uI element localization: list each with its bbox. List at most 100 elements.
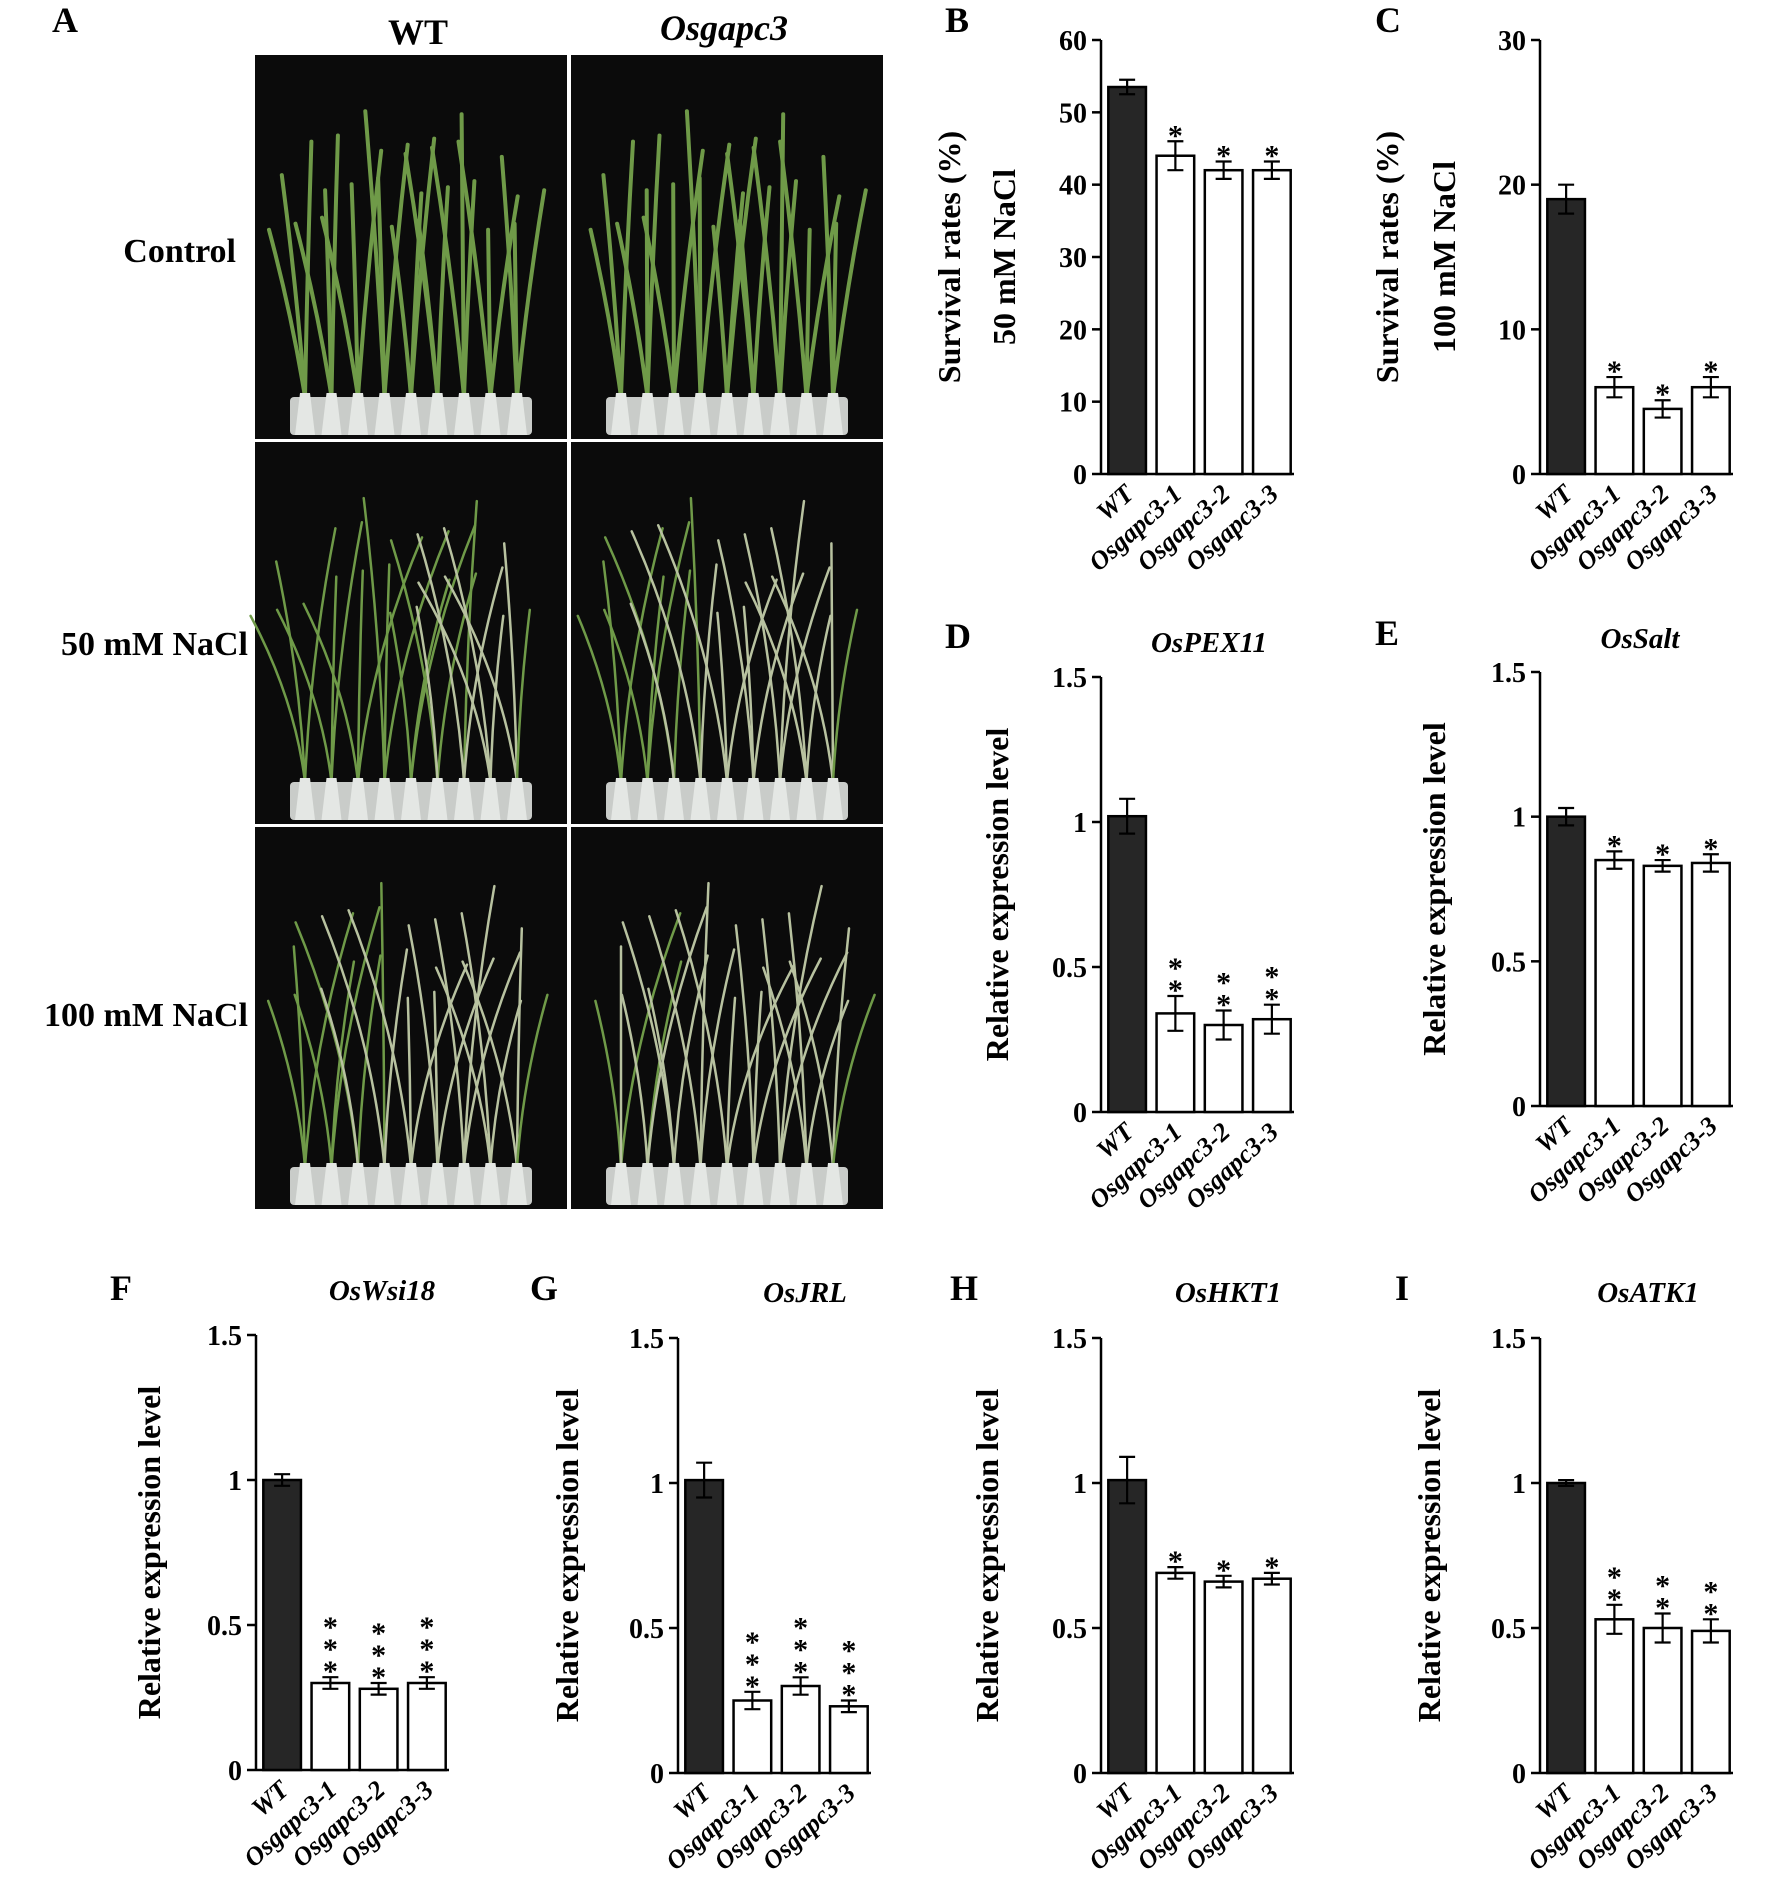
significance-star-f-4: *: [419, 1655, 434, 1688]
chart-title-g: OsJRL: [763, 1277, 847, 1309]
y-axis-label-i: Relative expression level: [1411, 1389, 1447, 1723]
y-tick-label: 0: [1073, 1759, 1087, 1790]
error-bar-b-3: [1215, 160, 1232, 180]
significance-star-h-2: *: [1168, 1545, 1183, 1578]
significance-star-f-3: *: [371, 1661, 386, 1694]
error-bar-i-4: [1702, 1618, 1719, 1644]
y-axis-label-g: Relative expression level: [549, 1389, 585, 1723]
significance-star-g-2: *: [745, 1670, 760, 1703]
bar-h-2: [1155, 1571, 1196, 1775]
significance-star-b-3: *: [1216, 140, 1231, 173]
error-bar-h-4: [1263, 1571, 1280, 1586]
y-tick-label: 0: [1073, 1098, 1087, 1129]
error-bar-d-3: [1215, 1009, 1232, 1041]
error-bar-h-3: [1215, 1574, 1232, 1589]
bar-e-3: [1642, 864, 1683, 1108]
significance-star-i-2: *: [1607, 1583, 1622, 1616]
panel-label-c: C: [1375, 0, 1401, 40]
y-tick-label: 0: [1073, 460, 1087, 491]
panel-label-b: B: [945, 0, 969, 40]
significance-star-h-4: *: [1264, 1551, 1279, 1584]
bar-d-1: [1107, 814, 1148, 1114]
y-tick-label: 1.5: [207, 1321, 242, 1352]
error-bar-c-1: [1558, 183, 1575, 215]
significance-star-f-2: *: [323, 1611, 338, 1644]
bar-i-4: [1690, 1629, 1731, 1775]
bar-g-1: [684, 1478, 725, 1775]
y-axis-label-c-2: 100 mM NaCl: [1426, 161, 1462, 353]
bar-i-1: [1546, 1481, 1587, 1775]
error-bar-e-3: [1654, 858, 1671, 873]
error-bar-b-4: [1263, 160, 1280, 180]
panel-a-label: A: [52, 0, 78, 40]
error-bar-h-2: [1167, 1565, 1184, 1580]
y-tick-label: 0: [650, 1759, 664, 1790]
error-bar-g-1: [696, 1461, 713, 1499]
bar-h-1: [1107, 1478, 1148, 1775]
significance-star-i-3: *: [1655, 1570, 1670, 1603]
bar-b-2: [1155, 154, 1196, 476]
error-bar-i-2: [1606, 1603, 1623, 1635]
bar-f-2: [310, 1681, 351, 1772]
y-tick-label: 1: [1073, 1469, 1087, 1500]
y-tick-label: 30: [1059, 243, 1087, 274]
y-tick-label: 0.5: [207, 1611, 242, 1642]
panel-a-photo-grid: A WT Osgapc3 Control 50 mM NaCl 100 mM N…: [44, 0, 883, 1209]
significance-star-f-2: *: [323, 1655, 338, 1688]
row-label-control: Control: [123, 233, 236, 270]
bar-c-3: [1642, 407, 1683, 476]
significance-star-g-3: *: [793, 1655, 808, 1688]
significance-star-g-4: *: [841, 1635, 856, 1668]
significance-star-f-3: *: [371, 1639, 386, 1672]
error-bar-h-1: [1119, 1455, 1136, 1505]
chart-title-d: OsPEX11: [1151, 627, 1267, 659]
bar-c-4: [1690, 385, 1731, 476]
row-label-50mm: 50 mM NaCl: [61, 626, 248, 663]
y-axis-label-b-2: 50 mM NaCl: [986, 169, 1022, 345]
chart-title-e: OsSalt: [1601, 623, 1681, 655]
chart-title-h: OsHKT1: [1175, 1277, 1281, 1309]
y-axis-label-d: Relative expression level: [979, 728, 1015, 1062]
significance-star-f-3: *: [371, 1617, 386, 1650]
bar-g-3: [780, 1684, 821, 1775]
significance-star-c-3: *: [1655, 378, 1670, 411]
y-tick-label: 20: [1498, 171, 1526, 202]
y-tick-label: 40: [1059, 171, 1087, 202]
plant-photo-r3-c1: [255, 827, 567, 1209]
panel-label-i: I: [1395, 1268, 1409, 1308]
significance-star-g-2: *: [745, 1626, 760, 1659]
chart-title-i: OsATK1: [1597, 1277, 1699, 1309]
bar-e-4: [1690, 861, 1731, 1108]
significance-star-i-4: *: [1703, 1575, 1718, 1608]
y-axis-label-f: Relative expression level: [131, 1386, 167, 1720]
y-tick-label: 0: [1512, 1759, 1526, 1790]
significance-star-g-4: *: [841, 1679, 856, 1712]
error-bar-g-3: [792, 1676, 809, 1696]
bar-e-2: [1594, 858, 1635, 1108]
error-bar-b-2: [1167, 140, 1184, 172]
significance-star-c-4: *: [1703, 355, 1718, 388]
y-tick-label: 0.5: [1052, 1614, 1087, 1645]
chart-h: H OsHKT1 Relative expression level 0 0.5 1 1.5…: [950, 1268, 1294, 1876]
panel-label-e: E: [1375, 613, 1399, 653]
bar-f-3: [358, 1687, 399, 1772]
significance-star-i-2: *: [1607, 1561, 1622, 1594]
y-tick-label: 0: [1512, 1092, 1526, 1123]
significance-star-d-2: *: [1168, 952, 1183, 985]
significance-star-b-4: *: [1264, 140, 1279, 173]
significance-star-d-3: *: [1216, 967, 1231, 1000]
y-tick-label: 10: [1498, 315, 1526, 346]
y-tick-label: 0.5: [1052, 953, 1087, 984]
bar-i-3: [1642, 1626, 1683, 1775]
bar-c-2: [1594, 385, 1635, 476]
chart-title-f: OsWsi18: [329, 1275, 436, 1307]
y-tick-label: 1.5: [1052, 1324, 1087, 1355]
error-bar-d-4: [1263, 1003, 1280, 1035]
plant-photo-r1-c2: [571, 55, 883, 439]
significance-star-d-2: *: [1168, 974, 1183, 1007]
y-tick-label: 30: [1498, 26, 1526, 57]
bar-i-2: [1594, 1618, 1635, 1775]
